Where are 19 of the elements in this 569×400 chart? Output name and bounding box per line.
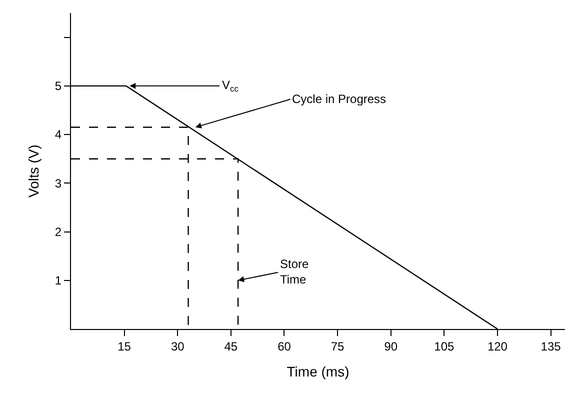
y-axis-title: Volts (V) bbox=[26, 144, 42, 198]
annotation: V$_{cc}$ bbox=[222, 78, 238, 94]
x-tick-label: 135 bbox=[540, 339, 562, 354]
x-tick-label: 45 bbox=[224, 339, 238, 354]
y-tick-label: 1 bbox=[54, 274, 62, 288]
x-tick-label: 30 bbox=[170, 339, 185, 354]
y-tick-label: 4 bbox=[54, 128, 62, 142]
x-tick-label: 15 bbox=[118, 339, 132, 354]
x-tick-label: 75 bbox=[330, 339, 345, 354]
annotation: Cycle in Progress bbox=[292, 92, 386, 106]
y-tick-label: 3 bbox=[54, 176, 62, 190]
x-axis-title: Time (ms) bbox=[286, 364, 350, 380]
y-tick-label: 2 bbox=[54, 224, 62, 239]
x-tick-label: 90 bbox=[384, 339, 398, 354]
y-tick-label: 5 bbox=[54, 79, 62, 94]
x-tick-label: 120 bbox=[487, 339, 508, 354]
annotation: Store Time bbox=[280, 257, 310, 287]
x-tick-label: 105 bbox=[434, 339, 454, 354]
x-tick-label: 60 bbox=[278, 339, 292, 354]
